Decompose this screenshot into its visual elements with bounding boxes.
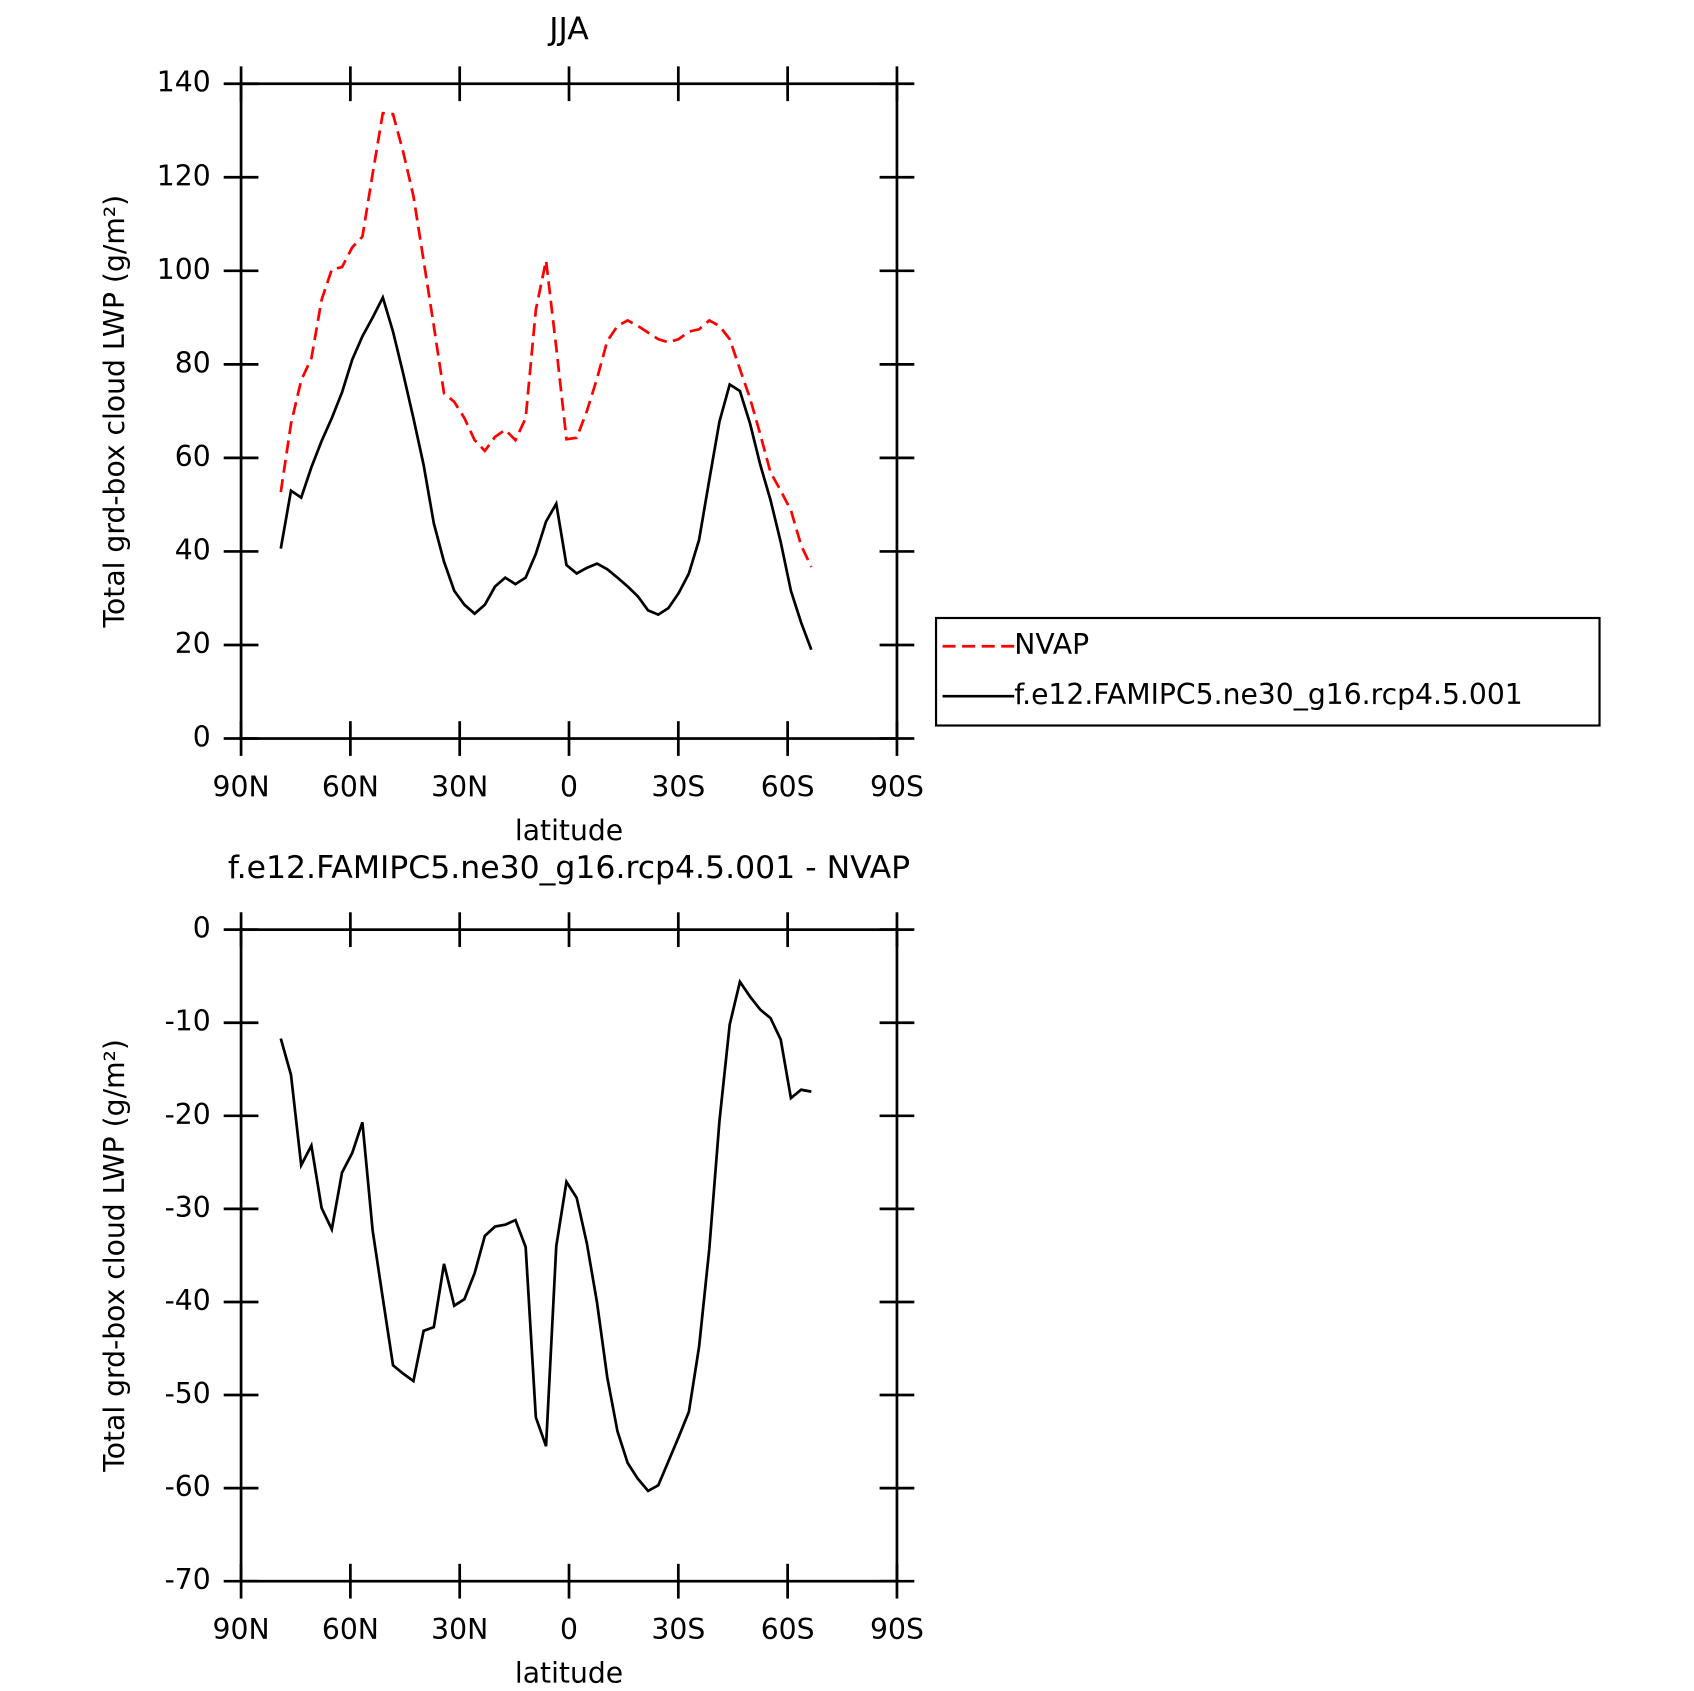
x-axis-label: latitude (515, 814, 623, 847)
y-tick-label: -20 (165, 1098, 211, 1131)
y-tick-label: -10 (165, 1005, 211, 1038)
x-tick-label: 0 (560, 1613, 578, 1646)
data-line (279, 111, 813, 568)
x-tick-label: 30S (651, 770, 705, 803)
x-tick-label: 90S (870, 770, 924, 803)
x-axis-label: latitude (515, 1657, 623, 1690)
x-tick-label: 60S (761, 1613, 815, 1646)
x-tick-label: 30N (431, 1613, 488, 1646)
legend-box (934, 616, 1601, 727)
y-tick-label: -60 (165, 1470, 211, 1503)
y-tick-label: -50 (165, 1377, 211, 1410)
x-tick-label: 90N (213, 1613, 270, 1646)
y-tick-label: 80 (175, 346, 211, 379)
y-tick-label: -40 (165, 1284, 211, 1317)
data-line (279, 978, 812, 1493)
y-tick-label: -70 (165, 1563, 211, 1596)
x-tick-label: 90S (870, 1613, 924, 1646)
x-tick-label: 30N (431, 770, 488, 803)
plot-frame (239, 928, 899, 1583)
x-tick-label: 90N (213, 770, 270, 803)
x-tick-label: 30S (651, 1613, 705, 1646)
y-tick-label: 20 (175, 627, 211, 660)
legend-label: f.e12.FAMIPC5.ne30_g16.rcp4.5.001 (1014, 678, 1523, 711)
y-axis-label: Total grd-box cloud LWP (g/m²) (98, 1039, 131, 1473)
y-tick-label: 0 (193, 721, 211, 754)
plot-frame (239, 82, 899, 740)
x-tick-label: 0 (560, 770, 578, 803)
chart-title: f.e12.FAMIPC5.ne30_g16.rcp4.5.001 - NVAP (228, 850, 910, 886)
x-tick-label: 60N (322, 1613, 379, 1646)
x-tick-label: 60N (322, 770, 379, 803)
x-tick-label: 60S (761, 770, 815, 803)
y-tick-label: 100 (157, 253, 211, 286)
y-tick-label: 60 (175, 440, 211, 473)
y-tick-label: 0 (193, 912, 211, 945)
legend-label: NVAP (1014, 628, 1089, 661)
y-tick-label: 120 (157, 159, 211, 192)
y-tick-label: -30 (165, 1191, 211, 1224)
y-tick-label: 140 (157, 66, 211, 99)
chart-title: JJA (547, 12, 589, 48)
y-tick-label: 40 (175, 533, 211, 566)
data-line (279, 293, 813, 651)
y-axis-label: Total grd-box cloud LWP (g/m²) (98, 195, 131, 629)
